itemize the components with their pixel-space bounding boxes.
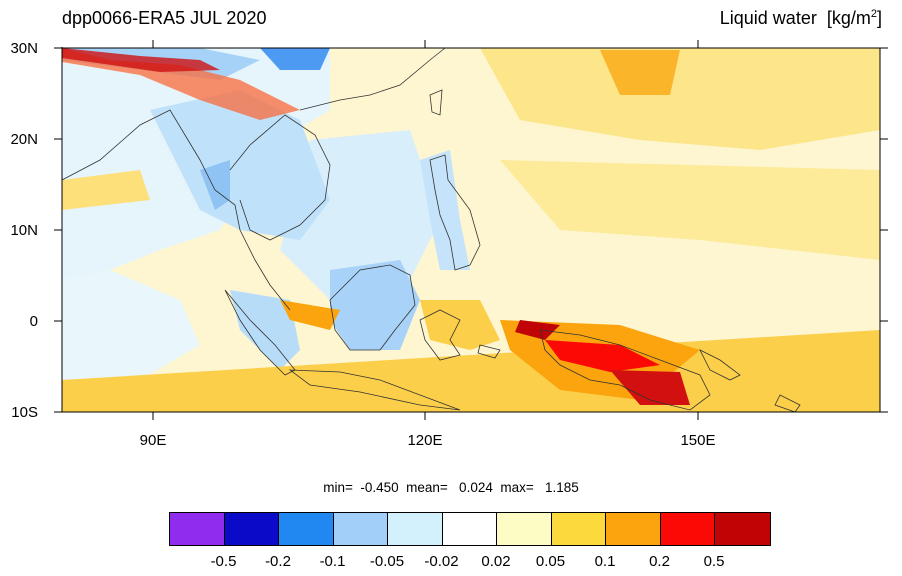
x-label-90e: 90E [139, 432, 167, 449]
colorbar-cell [606, 513, 661, 545]
map-field [62, 48, 880, 412]
variable-units: [kg/m2] [826, 8, 882, 28]
colorbar-label: -0.1 [319, 553, 346, 570]
colorbar-cell [442, 513, 497, 545]
colorbar-cell [279, 513, 334, 545]
colorbar-label: -0.05 [369, 553, 405, 570]
colorbar-label: 0.2 [649, 553, 670, 570]
colorbar-cell [333, 513, 388, 545]
colorbar-cell [170, 513, 225, 545]
y-label-10s: 10S [11, 404, 38, 421]
colorbar-label: 0.5 [703, 553, 725, 570]
variable-name: Liquid water [719, 8, 817, 28]
colorbar-label: -0.5 [210, 553, 237, 570]
x-label-120e: 120E [407, 432, 443, 449]
colorbar-label: -0.2 [265, 553, 291, 570]
colorbar-cell [224, 513, 279, 545]
y-label-30n: 30N [10, 40, 38, 57]
colorbar-label: 0.02 [481, 553, 511, 570]
colorbar-label: 0.05 [535, 553, 566, 570]
colorbar-cell [388, 513, 443, 545]
statistics-line: min= -0.450 mean= 0.024 max= 1.185 [323, 480, 579, 495]
colorbar [169, 512, 771, 546]
map-frame [54, 40, 888, 420]
y-label-10n: 10N [10, 222, 38, 239]
plot-title: dpp0066-ERA5 JUL 2020 [62, 8, 267, 28]
coastlines [61, 47, 801, 413]
x-label-150e: 150E [680, 432, 716, 449]
colorbar-cell [715, 513, 770, 545]
colorbar-cell [497, 513, 552, 545]
variable-title: Liquid water [kg/m2] [720, 8, 882, 29]
y-label-0: 0 [29, 313, 38, 330]
colorbar-cell [551, 513, 606, 545]
colorbar-label: 0.1 [594, 553, 616, 570]
colorbar-cell [660, 513, 715, 545]
colorbar-label: -0.02 [424, 553, 459, 570]
y-label-20n: 20N [10, 131, 38, 148]
